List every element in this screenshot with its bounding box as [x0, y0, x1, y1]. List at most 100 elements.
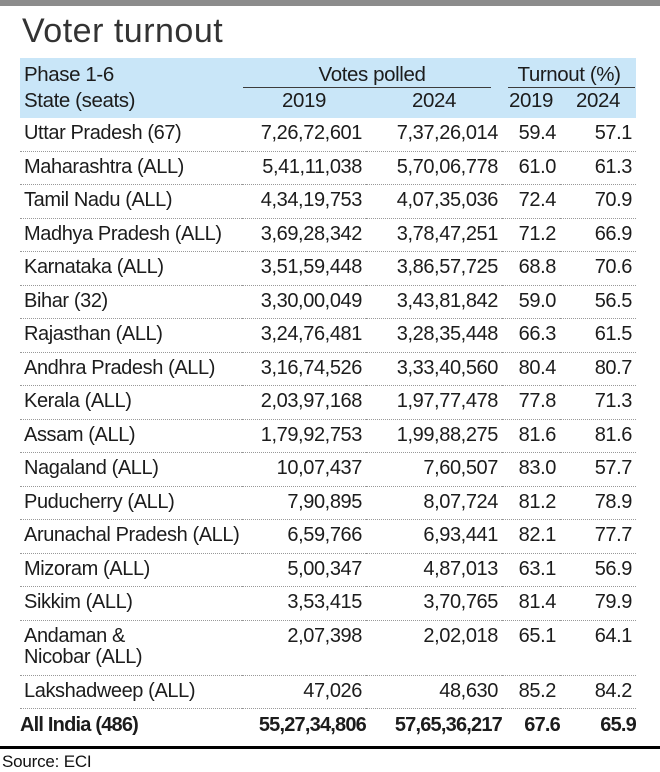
table-row: Karnataka (ALL) 3,51,59,448 3,86,57,725 68.…: [20, 251, 637, 286]
turnout-2024-cell: 78.9: [560, 485, 637, 520]
votes-2019-cell: 3,30,00,049: [242, 284, 366, 319]
page-title: Voter turnout: [22, 12, 224, 50]
votes-2019-cell: 2,07,398: [242, 619, 366, 676]
header-turnout-2019: 2019: [502, 88, 560, 119]
state-cell: Sikkim (ALL): [20, 586, 242, 621]
votes-2024-cell: 3,28,35,448: [366, 318, 502, 353]
votes-2024-cell: 3,86,57,725: [366, 251, 502, 286]
table-row: Madhya Pradesh (ALL) 3,69,28,342 3,78,47,2…: [20, 217, 637, 252]
votes-2019-cell: 5,00,347: [242, 552, 366, 587]
state-cell: Lakshadweep (ALL): [20, 674, 242, 709]
total-row: All India (486) 55,27,34,806 57,65,36,21…: [20, 708, 637, 744]
table-row: Nagaland (ALL) 10,07,437 7,60,507 83.0 57.7: [20, 452, 637, 487]
votes-2019-cell: 3,24,76,481: [242, 318, 366, 353]
turnout-2019-cell: 63.1: [502, 552, 560, 587]
state-cell: Mizoram (ALL): [20, 552, 242, 587]
turnout-2024-cell: 66.9: [560, 217, 637, 252]
votes-2024-cell: 7,37,26,014: [396, 122, 499, 145]
votes-2019-cell: 10,07,437: [242, 452, 366, 487]
bottom-rule: [0, 745, 660, 749]
header-phase: Phase 1-6: [20, 58, 242, 89]
table-row: Lakshadweep (ALL) 47,026 48,630 85.2 84.2: [20, 674, 637, 709]
header-votes-polled-group: Votes polled: [242, 58, 502, 89]
votes-2019-cell: 6,59,766: [242, 519, 366, 554]
table-row: Tamil Nadu (ALL) 4,34,19,753 4,07,35,036 72…: [20, 184, 637, 219]
state-cell: Puducherry (ALL): [20, 485, 242, 520]
turnout-2019-cell: 83.0: [502, 452, 560, 487]
state-cell: Kerala (ALL): [20, 385, 242, 420]
total-state-cell: All India (486): [20, 708, 242, 744]
voter-turnout-table-wrap: Phase 1-6 Votes polled Turnout (%) State…: [20, 58, 637, 744]
turnout-2019-cell: 59.0: [502, 284, 560, 319]
state-cell: Karnataka (ALL): [20, 251, 242, 286]
turnout-2024-cell: 56.5: [560, 284, 637, 319]
table-row: Puducherry (ALL) 7,90,895 8,07,724 81.2 78.9: [20, 485, 637, 520]
turnout-2024-cell: 57.7: [560, 452, 637, 487]
state-cell: Assam (ALL): [20, 418, 242, 453]
votes-2024-cell: 5,70,06,778: [366, 150, 502, 185]
turnout-2024-cell: 64.1: [560, 619, 637, 676]
table-row: Rajasthan (ALL) 3,24,76,481 3,28,35,448 66.…: [20, 318, 637, 353]
turnout-2024-cell: 70.6: [560, 251, 637, 286]
total-turnout-2024-cell: 65.9: [560, 708, 637, 744]
turnout-2019-cell: 68.8: [502, 251, 560, 286]
votes-2024-cell: 3,70,765: [366, 586, 502, 621]
turnout-2019-cell: 85.2: [502, 674, 560, 709]
turnout-2019-cell: 72.4: [502, 184, 560, 219]
votes-2024-cell: 4,07,35,036: [366, 184, 502, 219]
table-row: Maharashtra (ALL) 5,41,11,038 5,70,06,778 6…: [20, 150, 637, 185]
turnout-2019-cell: 81.2: [502, 485, 560, 520]
table-row: Andaman & Nicobar (ALL) 2,07,398 2,02,018 6…: [20, 619, 637, 676]
header-years-row: State (seats) 2019 2024 2019 2024: [20, 88, 637, 119]
table-row: Sikkim (ALL) 3,53,415 3,70,765 81.4 79.9: [20, 586, 637, 621]
turnout-2024-cell: 79.9: [560, 586, 637, 621]
turnout-2019-cell: 59.4: [518, 122, 557, 145]
state-cell: Andaman & Nicobar (ALL): [20, 619, 242, 676]
table-total-body: All India (486) 55,27,34,806 57,65,36,21…: [20, 708, 637, 744]
votes-2019-cell: 7,26,72,601: [260, 122, 363, 145]
turnout-2024-cell: 61.5: [560, 318, 637, 353]
turnout-2024-cell: 57.1: [594, 122, 633, 145]
votes-2019-cell: 1,79,92,753: [242, 418, 366, 453]
votes-2019-cell: 4,34,19,753: [242, 184, 366, 219]
table-row: Bihar (32) 3,30,00,049 3,43,81,842 59.0 56.5: [20, 284, 637, 319]
table-row: Uttar Pradesh (67) 7,26,72,601 7,37,26,014…: [20, 118, 636, 151]
table-header: Phase 1-6 Votes polled Turnout (%) State…: [20, 58, 637, 119]
state-cell: Bihar (32): [20, 284, 242, 319]
header-group-row: Phase 1-6 Votes polled Turnout (%): [20, 58, 637, 89]
votes-2019-cell: 47,026: [242, 674, 366, 709]
turnout-2024-cell: 84.2: [560, 674, 637, 709]
header-votes-2024: 2024: [366, 88, 502, 119]
turnout-2024-cell: 71.3: [560, 385, 637, 420]
votes-2024-cell: 7,60,507: [366, 452, 502, 487]
state-cell: Tamil Nadu (ALL): [20, 184, 242, 219]
state-cell: Arunachal Pradesh (ALL): [20, 519, 242, 554]
table-body: Uttar Pradesh (67) 7,26,72,601 7,37,26,014…: [20, 118, 637, 709]
votes-2019-cell: 3,51,59,448: [242, 251, 366, 286]
turnout-2019-cell: 82.1: [502, 519, 560, 554]
turnout-2019-cell: 61.0: [502, 150, 560, 185]
turnout-2019-cell: 80.4: [502, 351, 560, 386]
turnout-2019-cell: 81.6: [502, 418, 560, 453]
turnout-2019-cell: 81.4: [502, 586, 560, 621]
header-state-seats: State (seats): [20, 88, 242, 119]
turnout-2019-cell: 66.3: [502, 318, 560, 353]
votes-2019-cell: 3,69,28,342: [242, 217, 366, 252]
votes-2024-cell: 8,07,724: [366, 485, 502, 520]
state-cell: Madhya Pradesh (ALL): [20, 217, 242, 252]
header-votes-2019: 2019: [242, 88, 366, 119]
state-cell: Andhra Pradesh (ALL): [20, 351, 242, 386]
votes-2024-cell: 1,99,88,275: [366, 418, 502, 453]
turnout-2024-cell: 70.9: [560, 184, 637, 219]
table-row: Kerala (ALL) 2,03,97,168 1,97,77,478 77.8 71…: [20, 385, 637, 420]
state-cell: Nagaland (ALL): [20, 452, 242, 487]
votes-2024-cell: 3,43,81,842: [366, 284, 502, 319]
total-votes-2019-cell: 55,27,34,806: [242, 708, 367, 744]
votes-2019-cell: 2,03,97,168: [242, 385, 366, 420]
state-cell: Maharashtra (ALL): [20, 150, 242, 185]
state-cell: Rajasthan (ALL): [20, 318, 242, 353]
state-cell: Uttar Pradesh (67): [24, 122, 182, 145]
top-accent-bar: [0, 0, 660, 6]
votes-2024-cell: 4,87,013: [366, 552, 502, 587]
header-turnout-2024: 2024: [560, 88, 637, 119]
